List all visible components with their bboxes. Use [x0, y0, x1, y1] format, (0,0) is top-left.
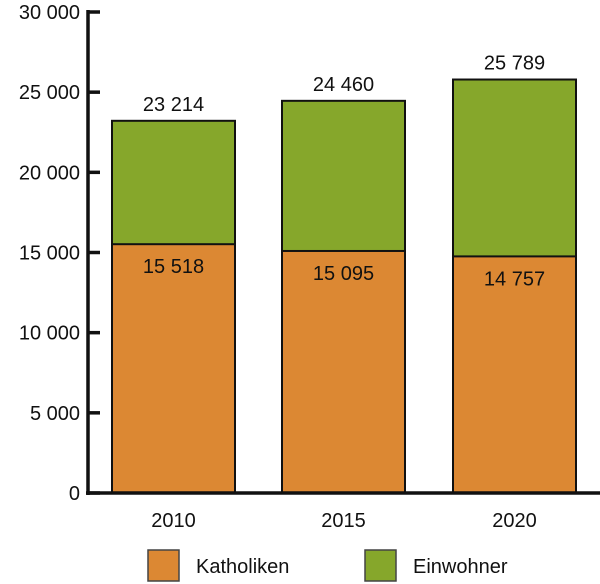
data-label-einwohner: 25 789: [484, 53, 545, 75]
y-tick-label: 30 000: [19, 2, 80, 24]
data-label-einwohner: 23 214: [143, 94, 204, 116]
legend-swatch-einwohner: [364, 549, 397, 582]
y-tick-label: 10 000: [19, 323, 80, 345]
data-label-katholiken: 15 095: [313, 263, 374, 285]
y-tick-label: 25 000: [19, 82, 80, 104]
y-tick-label: 15 000: [19, 243, 80, 265]
x-tick-label: 2020: [492, 510, 537, 532]
x-tick-label: 2015: [321, 510, 366, 532]
legend-label: Einwohner: [413, 556, 508, 578]
bar-katholiken-2020: [452, 255, 577, 494]
bar-katholiken-2015: [281, 249, 406, 494]
y-tick-label: 0: [69, 483, 80, 505]
y-tick-label: 20 000: [19, 162, 80, 184]
bar-katholiken-2010: [111, 243, 236, 494]
y-tick-label: 5 000: [30, 403, 80, 425]
x-tick-label: 2010: [151, 510, 196, 532]
legend-label: Katholiken: [196, 556, 289, 578]
data-label-katholiken: 14 757: [484, 268, 545, 290]
data-label-einwohner: 24 460: [313, 74, 374, 96]
legend-swatch-katholiken: [147, 549, 180, 582]
data-label-katholiken: 15 518: [143, 256, 204, 278]
